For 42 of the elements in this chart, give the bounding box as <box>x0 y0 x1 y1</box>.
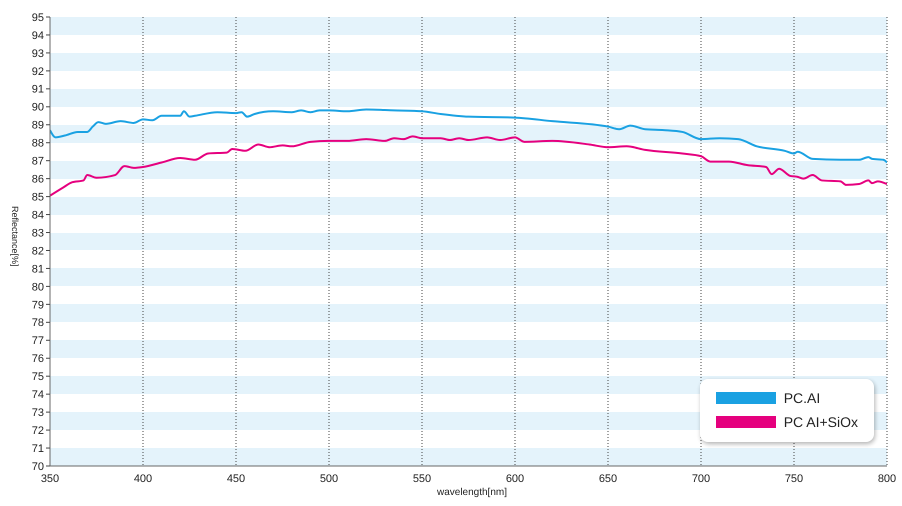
y-tick-label: 92 <box>32 66 44 78</box>
x-tick-label: 750 <box>784 472 804 485</box>
y-tick-label: 74 <box>32 389 44 402</box>
y-tick-label: 91 <box>32 84 44 96</box>
y-tick-label: 70 <box>32 460 44 473</box>
x-tick-label: 600 <box>506 472 524 485</box>
y-tick-label: 86 <box>32 174 44 186</box>
y-tick-label: 95 <box>32 12 44 24</box>
legend-label: PC AI+SiOx <box>784 414 858 430</box>
y-tick-label: 90 <box>32 102 44 114</box>
y-tick-label: 78 <box>32 317 44 330</box>
y-tick-label: 79 <box>32 299 44 312</box>
y-tick-label: 84 <box>32 209 44 222</box>
legend-label: PC.AI <box>784 390 820 406</box>
x-axis-title: wavelength[nm] <box>436 487 508 498</box>
y-tick-label: 75 <box>32 371 44 384</box>
y-tick-label: 72 <box>32 424 44 437</box>
y-tick-label: 88 <box>32 138 44 150</box>
line-series <box>50 135 887 197</box>
x-tick-label: 800 <box>878 472 896 485</box>
y-tick-label: 80 <box>32 281 44 294</box>
y-tick-label: 87 <box>32 156 44 168</box>
x-tick-label: 350 <box>40 472 60 485</box>
y-tick-label: 76 <box>32 353 44 366</box>
x-tick-label: 400 <box>134 472 152 485</box>
y-tick-label: 83 <box>32 227 44 240</box>
y-tick-label: 93 <box>32 48 44 60</box>
y-tick-label: 71 <box>32 442 44 455</box>
y-tick-label: 77 <box>32 335 44 348</box>
y-axis-title: Reflectance[%] <box>10 206 20 267</box>
y-tick-label: 81 <box>32 263 44 276</box>
x-tick-label: 700 <box>692 472 710 485</box>
y-tick-label: 94 <box>32 30 44 42</box>
y-tick-label: 73 <box>32 407 44 420</box>
x-tick-label: 500 <box>320 472 338 485</box>
x-tick-label: 650 <box>598 472 618 485</box>
y-tick-label: 85 <box>32 192 44 204</box>
x-tick-label: 550 <box>412 472 432 485</box>
x-tick-label: 450 <box>226 472 246 485</box>
y-tick-label: 89 <box>32 120 44 132</box>
y-tick-label: 82 <box>32 245 44 258</box>
line-series <box>50 108 887 164</box>
